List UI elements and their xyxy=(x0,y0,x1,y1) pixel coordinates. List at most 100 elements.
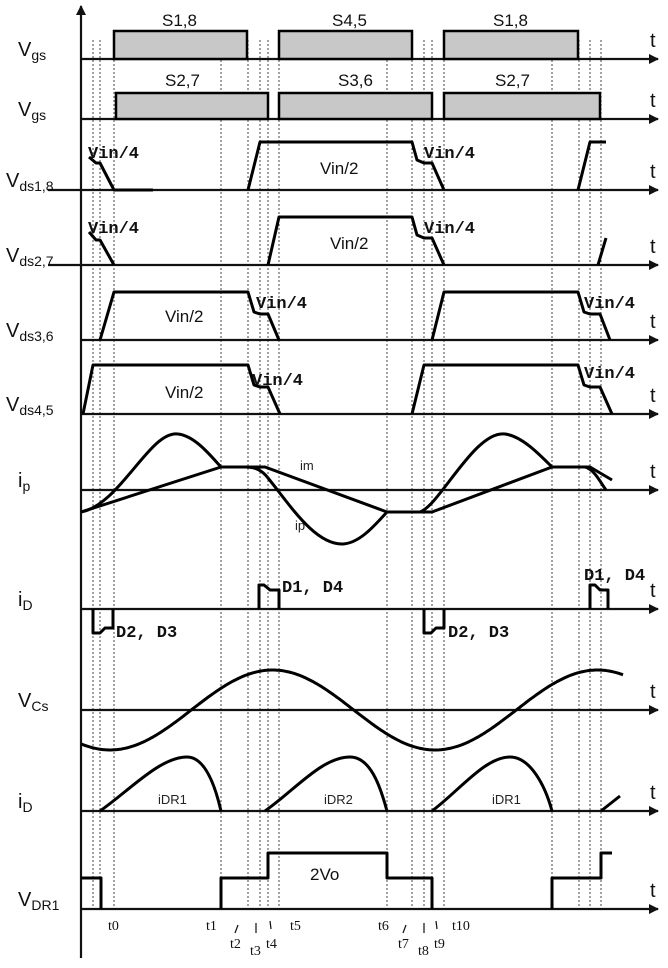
row-label-name: V xyxy=(18,690,32,712)
row-label-name: V xyxy=(6,245,20,267)
row-label: Vds3,6 xyxy=(6,320,54,344)
gate-label: S2,7 xyxy=(165,71,200,90)
axis-t-label: t xyxy=(650,30,656,52)
idr-labels: iDR1 iDR2 iDR1 xyxy=(158,792,521,807)
row-label: Vds2,7 xyxy=(6,245,54,269)
vin2-label: Vin/2 xyxy=(330,234,368,253)
time-label-t8: t8 xyxy=(418,944,429,959)
row-label-name: V xyxy=(18,39,32,61)
vds36-waveform xyxy=(98,290,612,341)
row-label-name: V xyxy=(6,170,20,192)
vds27-waveform xyxy=(87,215,608,266)
d14-label: D1, D4 xyxy=(584,567,645,586)
time-label-t6: t6 xyxy=(378,919,389,934)
vin4-label: Vin/4 xyxy=(584,365,635,384)
axis-t-label: t xyxy=(650,461,656,483)
vin4-label: Vin/4 xyxy=(88,220,139,239)
row-label-sub: D xyxy=(22,799,32,815)
row-label-sub: ds4,5 xyxy=(19,402,53,418)
vgs2-pulses xyxy=(114,91,602,121)
vin4-label: Vin/4 xyxy=(256,295,307,314)
ip-label: ip xyxy=(295,518,305,533)
row-label-sub: gs xyxy=(31,47,46,63)
time-label-t0: t0 xyxy=(108,919,119,934)
row-label: iD xyxy=(18,589,33,613)
d23-label: D2, D3 xyxy=(448,624,509,643)
axis-t-label: t xyxy=(650,580,656,602)
axis-t-label: t xyxy=(650,236,656,258)
gate-label: S1,8 xyxy=(493,11,528,30)
vin2-label: Vin/2 xyxy=(320,159,358,178)
idr2-label: iDR2 xyxy=(324,792,353,807)
row-label-name: V xyxy=(6,394,20,416)
time-label-t7: t7 xyxy=(398,937,409,952)
d14-label: D1, D4 xyxy=(282,579,343,598)
row-label: Vgs xyxy=(18,99,46,123)
row-label-sub: p xyxy=(22,478,30,494)
vin4-label: Vin/4 xyxy=(584,295,635,314)
axis-t-label: t xyxy=(650,880,656,902)
idr-waveform xyxy=(99,755,621,813)
gate-label: S1,8 xyxy=(162,11,197,30)
row-label-name: i xyxy=(18,791,22,813)
idr1-label: iDR1 xyxy=(158,792,187,807)
diode-labels: D1, D4 D2, D3 D2, D3 D1, D4 xyxy=(116,567,645,643)
vcs-waveform xyxy=(80,668,624,752)
time-label-tick xyxy=(269,920,272,930)
time-label-t10: t10 xyxy=(452,919,470,934)
row-label: ip xyxy=(18,470,30,494)
vds18-waveform xyxy=(88,140,606,192)
idr1-label: iDR1 xyxy=(492,792,521,807)
vds45-waveform xyxy=(81,363,614,415)
row-label: VDR1 xyxy=(18,889,60,913)
ip-waveform xyxy=(80,432,608,546)
row-label-sub: Cs xyxy=(31,698,48,714)
row-label-sub: gs xyxy=(31,107,46,123)
row-label: Vgs xyxy=(18,39,46,63)
2vo-label: 2Vo xyxy=(310,865,339,884)
time-label-tick xyxy=(234,924,239,934)
row-labels: VgsVgsVds1,8Vds2,7Vds3,6Vds4,5ipiDVCsiDV… xyxy=(6,39,60,913)
row-label-name: i xyxy=(18,589,22,611)
row-label-name: V xyxy=(18,889,32,911)
row-label-name: V xyxy=(18,99,32,121)
time-label-tick xyxy=(435,920,438,930)
row-label-sub: ds3,6 xyxy=(19,328,53,344)
time-label-t5: t5 xyxy=(290,919,301,934)
row-label-sub: DR1 xyxy=(31,897,59,913)
row-label-name: V xyxy=(6,320,20,342)
vin2-label: Vin/2 xyxy=(165,307,203,326)
vdr1-waveform xyxy=(81,851,612,909)
gate-label: S3,6 xyxy=(338,71,373,90)
im-label: im xyxy=(300,458,314,473)
row-label-sub: ds1,8 xyxy=(19,178,53,194)
vds-annotations: Vin/4 Vin/2 Vin/4 Vin/4 Vin/2 Vin/4 Vin/… xyxy=(88,145,635,402)
row-label-name: i xyxy=(18,470,22,492)
vgs1-pulses xyxy=(112,29,580,61)
vin2-label: Vin/2 xyxy=(165,383,203,402)
time-label-t3: t3 xyxy=(250,944,261,959)
axis-t-label: t xyxy=(650,161,656,183)
row-label: Vds4,5 xyxy=(6,394,54,418)
row-label-sub: ds2,7 xyxy=(19,253,53,269)
axis-t-label: t xyxy=(650,385,656,407)
axis-t-label: t xyxy=(650,681,656,703)
time-instant-labels: t0 t1 t2 t3 t4 t5 t6 t7 t8 t9 t10 xyxy=(108,919,470,959)
diode-current-waveform xyxy=(91,583,610,635)
axis-t-label: t xyxy=(650,90,656,112)
gate-label: S4,5 xyxy=(332,11,367,30)
gate-labels: S1,8 S4,5 S1,8 S2,7 S3,6 S2,7 xyxy=(162,11,530,90)
time-label-t2: t2 xyxy=(230,937,241,952)
vin4-label: Vin/4 xyxy=(424,220,475,239)
axis-t-label: t xyxy=(650,782,656,804)
vin4-label: Vin/4 xyxy=(88,145,139,164)
d23-label: D2, D3 xyxy=(116,624,177,643)
time-label-t9: t9 xyxy=(434,937,445,952)
axis-t-label: t xyxy=(650,311,656,333)
row-label: VCs xyxy=(18,690,48,714)
row-label: iD xyxy=(18,791,33,815)
gate-label: S2,7 xyxy=(495,71,530,90)
row-label: Vds1,8 xyxy=(6,170,54,194)
vin4-label: Vin/4 xyxy=(424,145,475,164)
